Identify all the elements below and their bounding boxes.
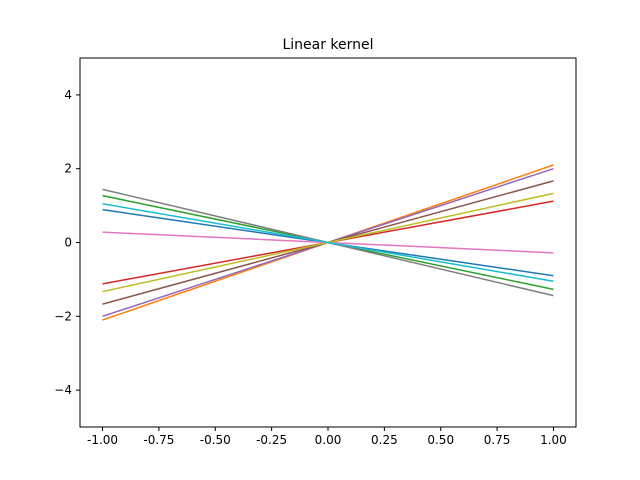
y-axis: −4 −2 0 2 4 [54,88,80,397]
y-tick-label: −2 [54,309,72,323]
x-tick-label: 1.00 [540,433,567,447]
y-tick-label: −4 [54,383,72,397]
x-tick-label: 0.00 [315,433,342,447]
plot-area-frame [79,57,577,428]
x-tick-label: -0.50 [200,433,231,447]
x-axis: -1.00 -0.75 -0.50 -0.25 0.00 0.25 0.50 0.75 1.00 [87,427,567,447]
x-tick-label: -0.75 [143,433,174,447]
x-tick-label: -0.25 [256,433,287,447]
x-tick-label: 0.25 [371,433,398,447]
x-tick-label: -1.00 [87,433,118,447]
series-layer [102,164,554,321]
y-tick-label: 2 [64,162,72,176]
series-line-10 [102,203,554,282]
y-tick-label: 0 [64,236,72,250]
x-tick-label: 0.75 [484,433,511,447]
x-tick-label: 0.50 [427,433,454,447]
y-tick-label: 4 [64,88,72,102]
chart-title: Linear kernel [282,37,373,53]
